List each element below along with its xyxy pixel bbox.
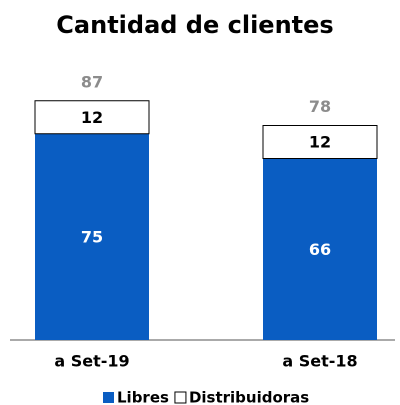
legend-label: Distribuidoras <box>189 389 309 405</box>
bar-segment <box>34 100 150 135</box>
legend-swatch <box>174 391 187 404</box>
x-tick-label: a Set-18 <box>282 352 357 371</box>
chart-title: Cantidad de clientes <box>56 11 333 39</box>
value-label: 66 <box>309 240 331 259</box>
value-label: 12 <box>309 133 331 152</box>
x-tick-label: a Set-19 <box>54 352 129 371</box>
total-label: 87 <box>81 72 103 91</box>
total-label: 78 <box>309 97 331 116</box>
legend-label: Libres <box>117 389 169 405</box>
legend-swatch <box>103 392 114 403</box>
bar-segment <box>262 125 378 159</box>
bar-segment <box>35 133 149 340</box>
value-label: 75 <box>81 227 103 246</box>
bar-segment <box>263 158 377 340</box>
value-label: 12 <box>81 108 103 127</box>
